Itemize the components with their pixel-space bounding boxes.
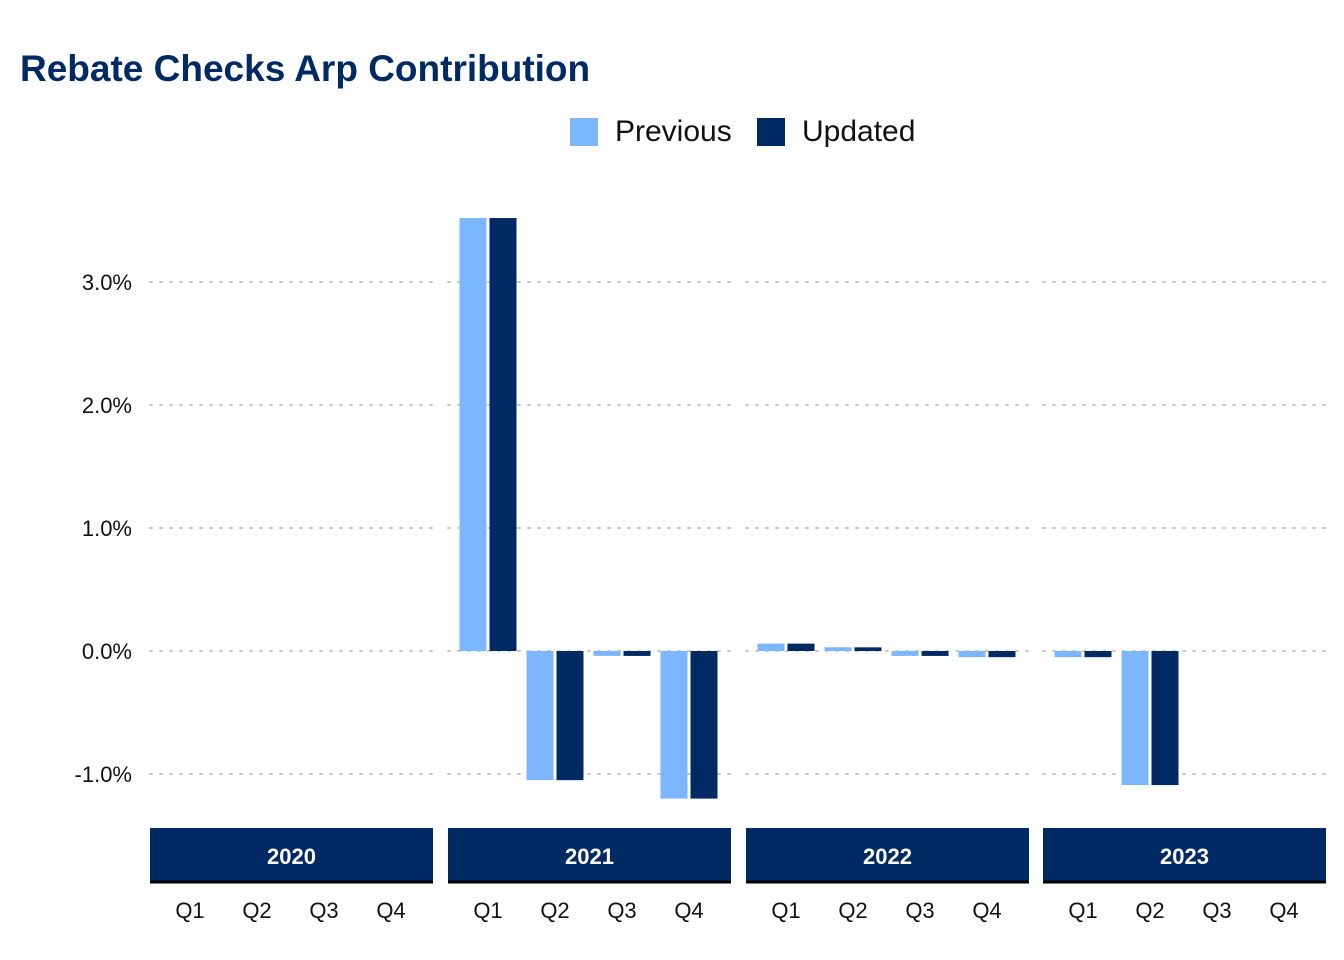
facet-label: 2022 xyxy=(863,844,912,869)
bar-updated-2021-q1 xyxy=(489,218,517,652)
x-tick-label: Q4 xyxy=(972,898,1001,923)
legend-swatch-previous xyxy=(570,118,598,146)
x-tick-label: Q1 xyxy=(771,898,800,923)
y-tick-label: 1.0% xyxy=(82,516,132,541)
x-tick-label: Q3 xyxy=(607,898,636,923)
facet-label: 2023 xyxy=(1160,844,1209,869)
x-tick-label: Q4 xyxy=(674,898,703,923)
y-tick-label: -1.0% xyxy=(75,762,132,787)
bar-updated-2021-q4 xyxy=(690,651,718,799)
bar-previous-2021-q4 xyxy=(660,651,688,799)
bar-updated-2023-q1 xyxy=(1084,651,1112,658)
bar-updated-2021-q2 xyxy=(556,651,584,781)
bar-previous-2022-q2 xyxy=(824,647,852,651)
facet-strip xyxy=(150,828,433,882)
legend: Previous Updated xyxy=(0,112,1344,152)
bar-updated-2021-q3 xyxy=(623,651,651,656)
bar-updated-2022-q4 xyxy=(988,651,1016,658)
bar-updated-2022-q2 xyxy=(854,647,882,651)
y-tick-label: 0.0% xyxy=(82,639,132,664)
legend-item-previous: Previous xyxy=(570,112,732,152)
facet-label: 2020 xyxy=(267,844,316,869)
y-tick-label: 2.0% xyxy=(82,393,132,418)
x-tick-label: Q3 xyxy=(309,898,338,923)
x-tick-label: Q3 xyxy=(1202,898,1231,923)
bar-previous-2023-q2 xyxy=(1121,651,1149,786)
facet-strip xyxy=(448,828,731,882)
x-tick-label: Q2 xyxy=(1135,898,1164,923)
bar-updated-2022-q3 xyxy=(921,651,949,656)
bar-updated-2023-q2 xyxy=(1151,651,1179,786)
x-tick-label: Q2 xyxy=(540,898,569,923)
x-tick-label: Q1 xyxy=(473,898,502,923)
x-tick-label: Q2 xyxy=(838,898,867,923)
facet-label: 2021 xyxy=(565,844,614,869)
legend-item-updated: Updated xyxy=(757,112,915,152)
bar-updated-2022-q1 xyxy=(787,643,815,651)
bar-previous-2021-q1 xyxy=(459,218,487,652)
chart-title: Rebate Checks Arp Contribution xyxy=(20,48,591,89)
bar-previous-2021-q2 xyxy=(526,651,554,781)
x-tick-label: Q1 xyxy=(1068,898,1097,923)
legend-label-updated: Updated xyxy=(802,115,916,148)
legend-swatch-updated xyxy=(757,118,785,146)
legend-label-previous: Previous xyxy=(615,115,732,148)
bar-previous-2021-q3 xyxy=(593,651,621,656)
x-tick-label: Q2 xyxy=(242,898,271,923)
x-tick-label: Q4 xyxy=(1269,898,1298,923)
y-tick-label: 3.0% xyxy=(82,270,132,295)
bar-previous-2022-q3 xyxy=(891,651,919,656)
x-tick-label: Q3 xyxy=(905,898,934,923)
bar-previous-2022-q1 xyxy=(757,643,785,651)
bar-previous-2022-q4 xyxy=(958,651,986,658)
facet-strip xyxy=(1043,828,1326,882)
x-tick-label: Q4 xyxy=(376,898,405,923)
x-tick-label: Q1 xyxy=(175,898,204,923)
facet-strip xyxy=(746,828,1029,882)
bar-previous-2023-q1 xyxy=(1054,651,1082,658)
